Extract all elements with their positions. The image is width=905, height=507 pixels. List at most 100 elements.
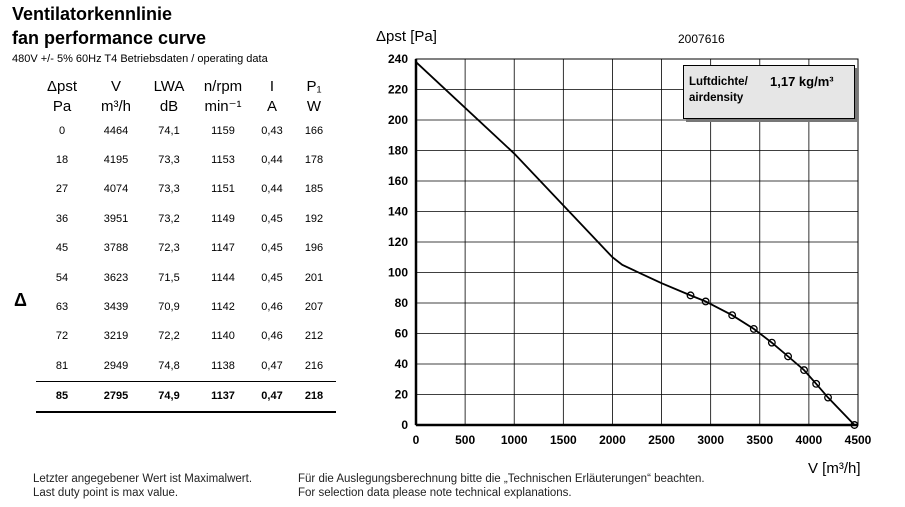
table-cell: min⁻¹ <box>204 98 242 115</box>
table-cell: 166 <box>304 124 324 137</box>
table-cell: 1153 <box>211 154 235 167</box>
y-tick-label: 80 <box>395 296 409 310</box>
table-cell: 4195 <box>103 154 129 167</box>
footer-left-english: Last duty point is max value. <box>33 487 179 499</box>
x-tick-label: 3500 <box>746 433 773 447</box>
table-cell: 1144 <box>211 271 235 284</box>
table-cell: 207 <box>304 301 324 314</box>
table-cell: 216 <box>304 359 324 372</box>
operating-point <box>749 324 758 333</box>
table-cell: 2949 <box>103 359 129 372</box>
table-cell: Pa <box>52 97 72 115</box>
table-cell: 0,44 <box>261 154 283 167</box>
table-row: 85 2795 74,9 1137 0,47 218 <box>36 380 336 413</box>
table-cell: 1151 <box>211 183 235 196</box>
table-cell: 0 <box>58 124 66 137</box>
table-cell: 81 <box>55 359 69 372</box>
operating-point <box>824 393 832 402</box>
air-density-label-english: airdensity <box>689 92 744 104</box>
table-header-units: Pa m³/h dB min⁻¹ A W <box>36 96 336 116</box>
table-cell: 0,44 <box>261 183 283 196</box>
table-cell: 212 <box>304 330 324 343</box>
table-cell: 1159 <box>211 124 235 137</box>
operating-data-table: Δpst V LWA n/rpm I P₁ Pa m³/h dB min⁻¹ A W 0 4464 74,1… <box>36 76 336 413</box>
table-cell: 0,45 <box>261 271 283 284</box>
x-tick-label: 4500 <box>845 433 872 447</box>
y-axis-label: Δpst [Pa] <box>376 28 437 45</box>
title-german: Ventilatorkennlinie <box>12 4 173 24</box>
table-row: 72 3219 72,2 1140 0,46 212 <box>36 322 336 351</box>
operating-point <box>686 291 695 300</box>
table-cell: 0,46 <box>261 301 283 314</box>
table-cell: 74,8 <box>158 359 180 372</box>
table-cell: 45 <box>55 242 69 255</box>
table-cell: 72,2 <box>158 330 180 343</box>
x-axis-label: V [m³/h] <box>808 460 861 477</box>
table-cell: Δpst <box>46 77 78 95</box>
y-tick-label: 160 <box>388 174 408 188</box>
table-cell: 0,45 <box>261 242 283 255</box>
table-cell: 1137 <box>194 380 252 413</box>
table-row: 0 4464 74,1 1159 0,43 166 <box>36 116 336 145</box>
table-cell: I <box>269 77 275 95</box>
table-cell: 0,46 <box>261 330 283 343</box>
y-tick-label: 40 <box>395 357 409 371</box>
footer-right-english: For selection data please note technical… <box>298 487 572 499</box>
table-row: 18 4195 73,3 1153 0,44 178 <box>36 145 336 174</box>
table-cell: 3623 <box>103 271 129 284</box>
table-cell: n/rpm <box>203 77 243 95</box>
table-cell: 70,9 <box>158 301 180 314</box>
x-tick-label: 2500 <box>648 433 675 447</box>
table-cell: 72 <box>55 330 69 343</box>
table-cell: dB <box>159 97 179 115</box>
table-cell: 4464 <box>103 124 129 137</box>
table-cell: 0,47 <box>261 359 283 372</box>
table-cell: 1142 <box>211 301 235 314</box>
x-tick-label: 1500 <box>550 433 577 447</box>
y-tick-label: 100 <box>388 266 408 280</box>
table-cell: 74,1 <box>158 124 180 137</box>
table-cell: A <box>266 97 277 115</box>
x-tick-label: 1000 <box>501 433 528 447</box>
operating-point <box>767 338 776 347</box>
y-tick-label: 200 <box>388 113 408 127</box>
table-row: 27 4074 73,3 1151 0,44 185 <box>36 175 336 204</box>
subtitle: 480V +/- 5% 60Hz T4 Betriebsdaten / oper… <box>12 53 268 65</box>
x-tick-label: 4000 <box>796 433 823 447</box>
table-cell: 218 <box>292 380 336 413</box>
performance-curve <box>415 61 856 426</box>
title-english: fan performance curve <box>12 28 207 48</box>
y-tick-label: 0 <box>401 418 408 432</box>
footer-right-german: Für die Auslegungsberechnung bitte die „… <box>298 473 705 485</box>
footer-note-right: Für die Auslegungsberechnung bitte die „… <box>298 472 705 500</box>
table-cell: 3788 <box>103 242 129 255</box>
operating-point <box>701 297 710 306</box>
footer-left-german: Letzter angegebener Wert ist Maximalwert… <box>33 473 253 485</box>
table-cell: V <box>110 77 121 95</box>
y-tick-label: 140 <box>388 205 408 219</box>
table-row: 54 3623 71,5 1144 0,45 201 <box>36 263 336 292</box>
table-cell: 73,2 <box>158 212 180 225</box>
table-cell: 1149 <box>211 212 235 225</box>
y-tick-label: 220 <box>388 83 408 97</box>
table-cell: 63 <box>55 301 69 314</box>
table-cell: 0,47 <box>252 380 292 413</box>
table-row: 36 3951 73,2 1149 0,45 192 <box>36 204 336 233</box>
table-cell: 3951 <box>103 212 129 225</box>
table-cell: 2795 <box>88 380 144 413</box>
table-cell: 72,3 <box>158 242 180 255</box>
table-cell: W <box>306 97 322 115</box>
table-row: 81 2949 74,8 1138 0,47 216 <box>36 351 336 381</box>
table-cell: LWA <box>153 77 185 95</box>
table-cell: 1138 <box>211 359 235 372</box>
table-cell: 192 <box>304 212 324 225</box>
table-cell: m³/h <box>101 97 131 115</box>
air-density-box: Luftdichte/ airdensity 1,17 kg/m³ <box>683 65 855 119</box>
operating-point <box>812 379 821 388</box>
operating-point <box>850 421 859 429</box>
table-cell: 18 <box>55 154 69 167</box>
table-cell: 4074 <box>103 183 129 196</box>
operating-point <box>800 366 809 375</box>
x-tick-label: 500 <box>455 433 475 447</box>
